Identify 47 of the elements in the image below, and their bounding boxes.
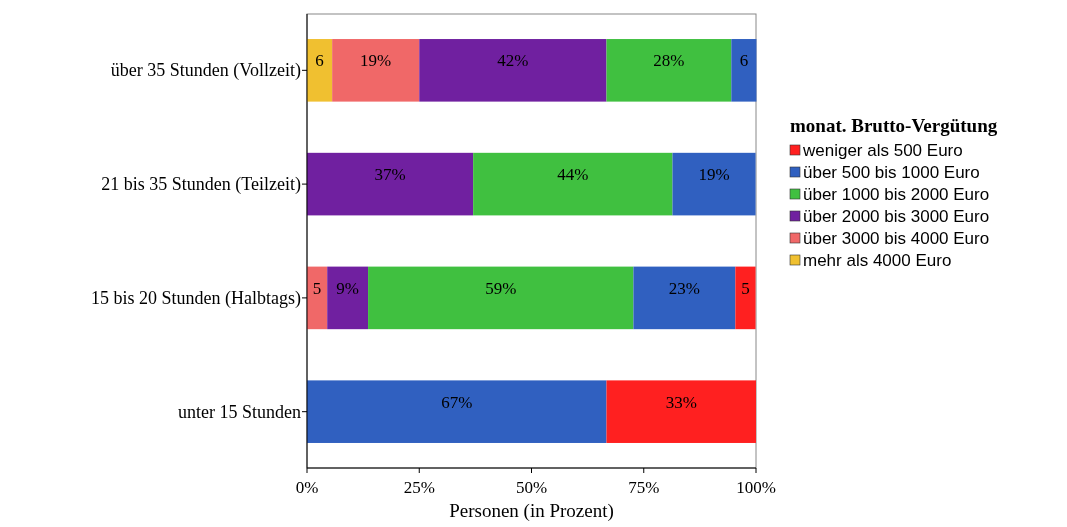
legend-title: monat. Brutto-Vergütung: [790, 115, 998, 136]
y-tick-label: über 35 Stunden (Vollzeit): [110, 60, 301, 82]
x-axis-title: Personen (in Prozent): [449, 500, 614, 522]
bar: [307, 152, 474, 216]
bar: [327, 266, 369, 330]
legend-label: weniger als 500 Euro: [802, 141, 963, 160]
bar: [307, 380, 607, 443]
bar: [307, 266, 328, 330]
legend-label: über 1000 bis 2000 Euro: [803, 185, 990, 204]
bar: [419, 39, 607, 102]
bar: [731, 39, 757, 102]
bar: [633, 266, 736, 330]
y-tick-label: 21 bis 35 Stunden (Teilzeit): [101, 174, 301, 196]
bar: [672, 152, 756, 216]
legend-label: mehr als 4000 Euro: [803, 251, 952, 270]
legend-label: über 500 bis 1000 Euro: [803, 163, 980, 182]
legend-label: über 3000 bis 4000 Euro: [803, 229, 990, 248]
bar: [332, 39, 420, 102]
bar: [307, 39, 333, 102]
data-label: 6: [739, 51, 749, 71]
x-tick-label: 75%: [628, 478, 660, 497]
data-label: 5: [741, 278, 750, 298]
bar: [606, 39, 732, 102]
data-label: 19%: [698, 165, 730, 185]
data-label: 6: [315, 51, 324, 71]
data-label: 5: [312, 278, 322, 298]
x-tick-label: 50%: [515, 478, 548, 497]
data-label: 23%: [668, 278, 700, 298]
data-label: 59%: [485, 278, 517, 298]
x-tick-label: 100%: [736, 478, 776, 497]
legend-label: über 2000 bis 3000 Euro: [803, 207, 990, 226]
data-label: 28%: [653, 51, 685, 71]
data-label: 33%: [665, 392, 697, 412]
data-label: 42%: [497, 51, 529, 71]
bar: [735, 266, 756, 330]
x-tick-label: 25%: [403, 478, 435, 497]
data-label: 37%: [374, 165, 406, 185]
data-label: 67%: [441, 392, 473, 412]
bar: [368, 266, 634, 330]
x-tick-label: 0%: [295, 478, 319, 497]
data-label: 19%: [360, 51, 392, 71]
bar: [473, 152, 673, 216]
data-label: 44%: [557, 165, 589, 185]
y-tick-label: 15 bis 20 Stunden (Halbtags): [91, 287, 301, 309]
y-tick-label: unter 15 Stunden: [178, 401, 301, 422]
bar: [606, 380, 756, 443]
data-label: 9%: [336, 278, 359, 298]
